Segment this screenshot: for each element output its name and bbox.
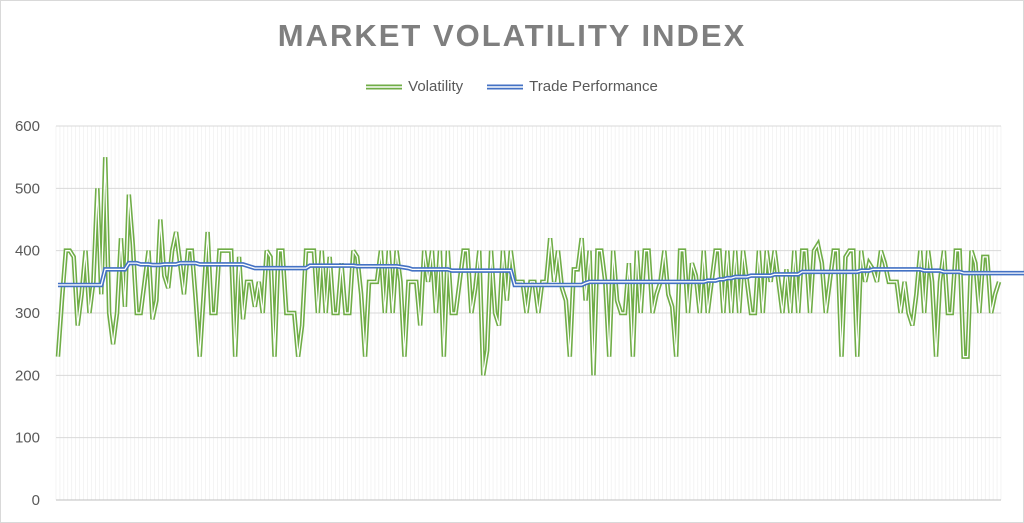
y-tick-label: 400 — [15, 243, 40, 260]
y-tick-label: 500 — [15, 180, 40, 197]
y-tick-label: 600 — [15, 118, 40, 135]
legend-swatch-trade-performance — [487, 84, 524, 89]
y-tick-label: 300 — [15, 305, 40, 322]
y-tick-label: 200 — [15, 367, 40, 384]
series-line-inner-volatility — [57, 157, 1000, 376]
series-line-inner-trade-performance — [57, 262, 1024, 286]
legend-swatch-volatility — [366, 84, 403, 89]
y-tick-label: 100 — [15, 430, 40, 447]
chart-title: MARKET VOLATILITY INDEX — [277, 18, 747, 53]
legend-item-volatility: Volatility — [366, 78, 463, 95]
legend-item-trade-performance: Trade Performance — [487, 78, 658, 95]
legend-label-trade-performance: Trade Performance — [529, 78, 658, 95]
legend-label-volatility: Volatility — [408, 78, 464, 95]
y-tick-label: 0 — [32, 492, 40, 509]
legend: Volatility Trade Performance — [0, 78, 1024, 95]
